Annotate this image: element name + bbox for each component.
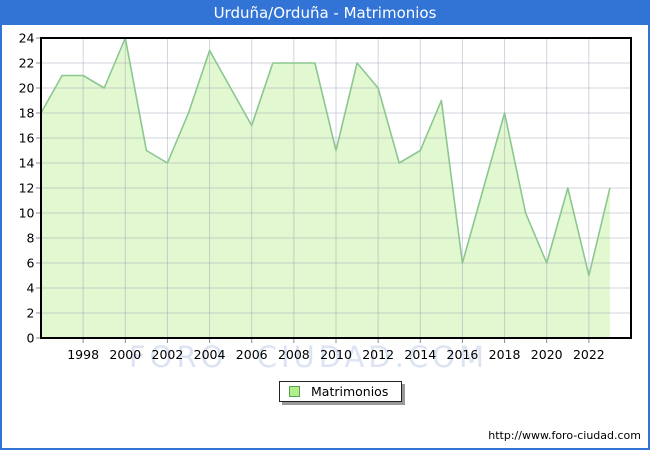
y-axis-tick-label: 24 [19, 31, 35, 46]
x-axis-tick-label: 2010 [320, 347, 352, 362]
x-axis-tick-label: 2000 [109, 347, 141, 362]
y-axis-tick-label: 8 [27, 231, 35, 246]
legend-label: Matrimonios [311, 383, 389, 399]
x-axis-tick-label: 2018 [489, 347, 521, 362]
y-axis-tick-label: 18 [19, 106, 35, 121]
y-axis-tick-label: 4 [27, 281, 35, 296]
page-title: Urduña/Orduña - Matrimonios [213, 4, 437, 22]
x-axis-tick-label: 2022 [573, 347, 605, 362]
x-axis-tick-label: 2014 [404, 347, 436, 362]
area-fill [41, 38, 610, 338]
x-axis-tick-label: 1998 [67, 347, 99, 362]
y-axis-tick-label: 20 [19, 81, 35, 96]
watermark-text: FORO CIUDAD.COM [129, 340, 489, 374]
x-axis-tick-label: 2004 [194, 347, 226, 362]
y-axis-tick-label: 12 [19, 181, 35, 196]
x-axis-tick-label: 2008 [278, 347, 310, 362]
x-axis-tick-label: 2002 [152, 347, 184, 362]
y-axis-tick-label: 14 [19, 156, 35, 171]
y-axis-tick-label: 22 [19, 56, 35, 71]
x-axis-tick-label: 2012 [362, 347, 394, 362]
legend-swatch-icon [289, 385, 300, 397]
chart-title-bar: Urduña/Orduña - Matrimonios [2, 2, 648, 25]
x-axis-tick-label: 2020 [531, 347, 563, 362]
series-line [40, 37, 611, 277]
y-axis-tick-label: 0 [27, 331, 35, 346]
chart-legend: Matrimonios [279, 381, 403, 402]
plot-border [40, 37, 632, 339]
x-axis-tick-label: 2006 [236, 347, 268, 362]
y-axis-tick-label: 2 [27, 306, 35, 321]
source-url: http://www.foro-ciudad.com [488, 429, 641, 442]
y-axis-tick-label: 6 [27, 256, 35, 271]
y-axis-tick-label: 16 [19, 131, 35, 146]
y-axis-tick-label: 10 [19, 206, 35, 221]
x-axis-tick-label: 2016 [447, 347, 479, 362]
